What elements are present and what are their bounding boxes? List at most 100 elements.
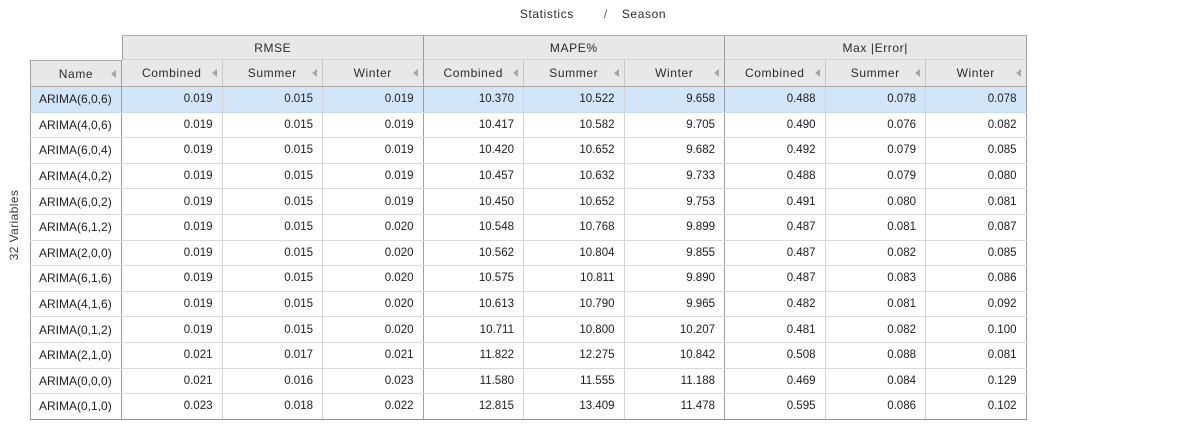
value-cell: 0.087 [926,214,1027,240]
sort-icon[interactable] [613,69,619,77]
table-row[interactable]: ARIMA(2,0,0) 0.019 0.015 0.020 10.562 10… [30,240,1027,267]
value-cell: 10.562 [424,240,524,266]
value-cell: 0.019 [323,112,424,138]
value-cell: 0.019 [323,189,424,214]
pivot-breakdown-label[interactable]: Season [621,7,667,21]
sort-icon[interactable] [714,69,719,77]
column-header-rmse-summer[interactable]: Summer [222,60,323,86]
value-cell: 9.658 [625,87,725,112]
group-header-mape: MAPE% [423,35,725,60]
value-cell: 0.016 [223,368,323,394]
column-header-mape-winter[interactable]: Winter [624,60,725,86]
table-row[interactable]: ARIMA(2,1,0) 0.021 0.017 0.021 11.822 12… [30,342,1027,369]
value-cell: 10.582 [524,112,625,138]
value-cell: 0.080 [826,189,926,214]
row-name-cell: ARIMA(2,0,0) [30,240,122,266]
value-cell: 10.370 [424,87,524,112]
column-header-label: Combined [142,66,202,80]
table-row[interactable]: ARIMA(6,1,2) 0.019 0.015 0.020 10.548 10… [30,214,1027,241]
table-row[interactable]: ARIMA(6,0,4) 0.019 0.015 0.019 10.420 10… [30,138,1027,164]
value-cell: 0.469 [725,368,826,394]
value-cell: 0.015 [223,138,323,163]
sort-icon[interactable] [312,69,317,77]
value-cell: 12.815 [424,394,524,419]
value-cell: 0.019 [323,87,424,112]
value-cell: 10.457 [424,163,524,189]
value-cell: 0.015 [223,189,323,214]
value-cell: 0.019 [122,112,223,138]
value-cell: 0.081 [826,214,926,240]
column-header-rmse-combined[interactable]: Combined [122,60,223,86]
table-row[interactable]: ARIMA(0,1,2) 0.019 0.015 0.020 10.711 10… [30,317,1027,343]
value-cell: 10.613 [424,291,524,317]
value-cell: 0.490 [725,112,826,138]
table-row[interactable]: ARIMA(6,1,6) 0.019 0.015 0.020 10.575 10… [30,266,1027,292]
table-row[interactable]: ARIMA(4,0,6) 0.019 0.015 0.019 10.417 10… [30,112,1027,139]
value-cell: 0.019 [122,214,223,240]
value-cell: 10.804 [524,240,625,266]
value-cell: 0.080 [926,163,1027,189]
value-cell: 0.083 [826,266,926,291]
value-cell: 11.555 [524,368,625,394]
value-cell: 0.508 [725,342,826,368]
value-cell: 0.078 [926,87,1027,112]
sort-icon[interactable] [915,69,920,77]
value-cell: 0.015 [223,87,323,112]
table-row[interactable]: ARIMA(0,0,0) 0.021 0.016 0.023 11.580 11… [30,368,1027,395]
value-cell: 0.020 [323,240,424,266]
column-header-mape-summer[interactable]: Summer [524,60,625,86]
table-row[interactable]: ARIMA(0,1,0) 0.023 0.018 0.022 12.815 13… [30,394,1027,420]
value-cell: 0.015 [223,240,323,266]
value-cell: 10.575 [424,266,524,291]
value-cell: 0.021 [323,342,424,368]
value-cell: 10.768 [524,214,625,240]
sort-icon[interactable] [111,69,116,78]
value-cell: 0.481 [725,317,826,342]
column-header-rmse-winter[interactable]: Winter [323,60,424,86]
column-header-maxerror-summer[interactable]: Summer [825,60,926,86]
value-cell: 11.478 [625,394,725,419]
value-cell: 0.085 [926,240,1027,266]
sort-icon[interactable] [211,69,217,77]
row-name-cell: ARIMA(6,1,6) [30,266,122,291]
value-cell: 0.081 [826,291,926,317]
table-body: ARIMA(6,0,6) 0.019 0.015 0.019 10.370 10… [30,87,1027,420]
value-cell: 0.019 [122,317,223,342]
value-cell: 0.595 [725,394,826,419]
pivot-dimension-label[interactable]: Statistics [519,7,574,21]
table-row[interactable]: ARIMA(6,0,6) 0.019 0.015 0.019 10.370 10… [30,87,1027,113]
value-cell: 11.822 [424,342,524,368]
sort-icon[interactable] [513,69,518,77]
sort-icon[interactable] [1015,69,1021,77]
column-header-maxerror-winter[interactable]: Winter [926,60,1027,86]
row-name-cell: ARIMA(4,1,6) [30,291,122,317]
value-cell: 0.085 [926,138,1027,163]
value-cell: 0.488 [725,163,826,189]
value-cell: 9.682 [625,138,725,163]
table-row[interactable]: ARIMA(4,0,2) 0.019 0.015 0.019 10.457 10… [30,163,1027,190]
row-name-cell: ARIMA(4,0,2) [30,163,122,189]
value-cell: 9.965 [625,291,725,317]
value-cell: 0.015 [223,317,323,342]
value-cell: 0.019 [323,138,424,163]
row-name-cell: ARIMA(6,1,2) [30,214,122,240]
value-cell: 0.491 [725,189,826,214]
column-header-label: Summer [247,66,297,80]
value-cell: 10.711 [424,317,524,342]
value-cell: 0.082 [826,317,926,342]
column-header-mape-combined[interactable]: Combined [423,60,524,86]
table-row[interactable]: ARIMA(6,0,2) 0.019 0.015 0.019 10.450 10… [30,189,1027,215]
value-cell: 0.019 [122,291,223,317]
table-row[interactable]: ARIMA(4,1,6) 0.019 0.015 0.020 10.613 10… [30,291,1027,318]
value-cell: 0.020 [323,291,424,317]
value-cell: 10.842 [625,342,725,368]
value-cell: 0.017 [223,342,323,368]
value-cell: 9.890 [625,266,725,291]
value-cell: 0.023 [323,368,424,394]
sort-icon[interactable] [814,69,820,77]
sort-icon[interactable] [412,69,418,77]
column-header-label: Winter [655,66,694,80]
column-header-maxerror-combined[interactable]: Combined [725,60,826,86]
column-header-name[interactable]: Name [30,60,122,86]
value-cell: 10.420 [424,138,524,163]
